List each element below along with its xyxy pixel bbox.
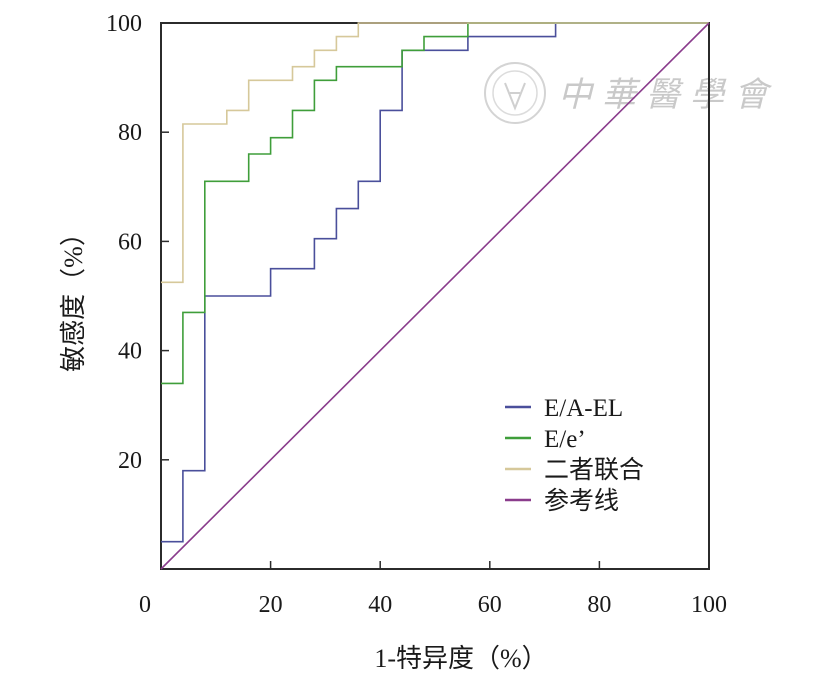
legend-label: 二者联合 [544, 456, 644, 484]
legend-label: 参考线 [544, 487, 619, 515]
x-tick-label: 40 [368, 592, 392, 618]
watermark: 中華醫學會 [484, 62, 778, 124]
x-tick-label: 60 [478, 592, 502, 618]
y-tick-label: 20 [118, 448, 142, 474]
series-line-4 [160, 22, 710, 570]
series-line-1 [161, 22, 709, 543]
series-line-3 [161, 22, 709, 284]
watermark-seal-icon [484, 62, 546, 124]
y-tick-label: 40 [118, 339, 142, 365]
y-tick-label: 100 [106, 11, 142, 37]
series-layer [160, 22, 710, 570]
watermark-text: 中華醫學會 [558, 75, 778, 115]
y-tick-label: 80 [118, 120, 142, 146]
series-line-2 [161, 22, 709, 385]
legend-label: E/A-EL [544, 395, 623, 422]
x-tick-label: 20 [259, 592, 283, 618]
x-axis-title: 1-特异度（%） [374, 644, 547, 673]
x-tick-label: 0 [139, 592, 151, 618]
y-axis-title: 敏感度（%） [59, 220, 88, 372]
x-tick-label: 100 [691, 592, 727, 618]
axis-ticks: 0 20 40 60 80 100 20 40 60 80 100 [106, 11, 727, 618]
legend-label: E/e’ [544, 426, 586, 453]
x-tick-label: 80 [587, 592, 611, 618]
y-tick-label: 60 [118, 229, 142, 255]
